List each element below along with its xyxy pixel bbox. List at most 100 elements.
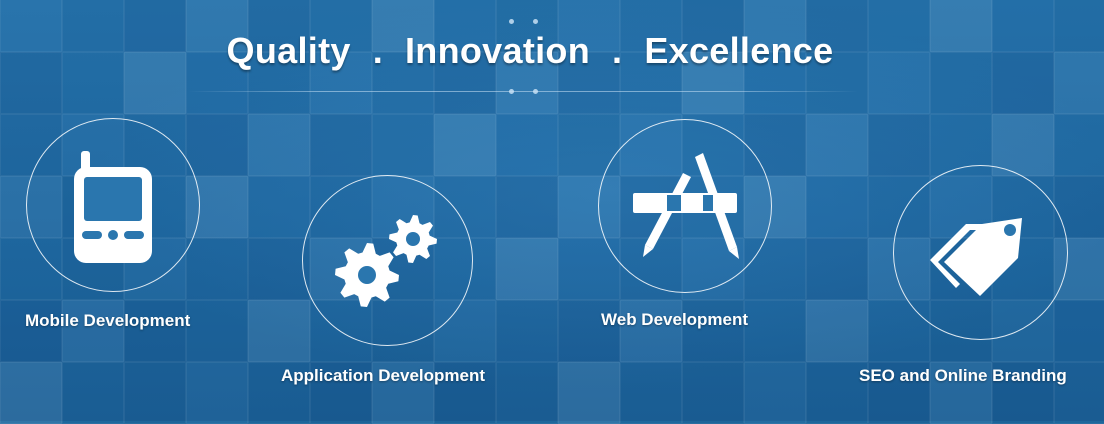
background-tile	[496, 52, 558, 114]
gear-hole	[357, 265, 376, 284]
background-tile	[496, 114, 558, 176]
background-tile	[620, 0, 682, 52]
background-tile	[0, 362, 62, 424]
headline: Quality. Innovation. Excellence	[0, 30, 1060, 72]
background-tile	[806, 238, 868, 300]
background-tile	[744, 114, 806, 176]
background-tile	[248, 0, 310, 52]
headline-separator: .	[372, 30, 383, 71]
background-tile	[186, 362, 248, 424]
service-label[interactable]: Web Development	[601, 310, 749, 329]
background-tile	[496, 300, 558, 362]
background-tile	[558, 238, 620, 300]
background-tile	[806, 52, 868, 114]
headline-word-excellence: Excellence	[644, 30, 834, 71]
background-tile	[558, 0, 620, 52]
background-tile	[868, 114, 930, 176]
background-tile	[186, 300, 248, 362]
background-tile	[992, 114, 1054, 176]
background-tile	[310, 52, 372, 114]
headline-divider	[188, 91, 858, 92]
background-tile	[0, 300, 62, 362]
background-tile	[620, 300, 682, 362]
background-tile	[744, 362, 806, 424]
background-tile	[1054, 114, 1104, 176]
background-tile	[620, 52, 682, 114]
background-tile	[186, 114, 248, 176]
service-circle[interactable]	[893, 165, 1068, 340]
background-tile	[682, 52, 744, 114]
headline-word-quality: Quality	[226, 30, 351, 71]
service-label[interactable]: Application Development	[281, 366, 486, 385]
service-label[interactable]: Mobile Development	[25, 311, 191, 330]
background-tile	[248, 238, 310, 300]
background-tile	[744, 0, 806, 52]
background-tile	[930, 362, 992, 424]
gear-hole	[405, 231, 420, 246]
background-tile	[992, 362, 1054, 424]
background-tile	[372, 52, 434, 114]
background-tile	[310, 114, 372, 176]
background-tile	[868, 0, 930, 52]
background-tile	[372, 114, 434, 176]
background-tile	[806, 0, 868, 52]
background-tile	[248, 300, 310, 362]
background-tile	[806, 114, 868, 176]
background-tile	[558, 300, 620, 362]
background-tile	[124, 52, 186, 114]
ornament-top	[507, 19, 541, 25]
background-tile	[248, 114, 310, 176]
background-tile	[372, 0, 434, 52]
background-tile	[248, 52, 310, 114]
background-tile	[930, 52, 992, 114]
background-tile	[496, 176, 558, 238]
background-tile	[186, 238, 248, 300]
background-tile	[868, 52, 930, 114]
ornament-bottom	[507, 89, 541, 95]
background-tile	[434, 114, 496, 176]
background-tile	[682, 300, 744, 362]
app-store-icon	[633, 153, 739, 259]
background-tile	[992, 0, 1054, 52]
service-label[interactable]: SEO and Online Branding	[859, 366, 1067, 385]
background-tile	[124, 0, 186, 52]
background-tile	[310, 362, 372, 424]
background-tile	[930, 0, 992, 52]
background-tile	[0, 0, 62, 52]
background-tile	[248, 176, 310, 238]
background-tile	[248, 362, 310, 424]
background-tile	[62, 0, 124, 52]
service-circle[interactable]	[26, 118, 200, 292]
background-tile	[806, 176, 868, 238]
background-tile	[62, 362, 124, 424]
background-tile	[496, 0, 558, 52]
background-tile	[620, 362, 682, 424]
background-tile	[372, 362, 434, 424]
background-tile	[434, 0, 496, 52]
background-tile	[0, 52, 62, 114]
tags-icon	[929, 217, 1022, 296]
background-tile	[682, 362, 744, 424]
background-tile	[806, 300, 868, 362]
background-tile	[62, 300, 124, 362]
background-tile	[744, 300, 806, 362]
background-tile	[992, 52, 1054, 114]
background-tile	[682, 0, 744, 52]
background-tile	[310, 0, 372, 52]
background-tile	[558, 362, 620, 424]
headline-separator: .	[612, 30, 623, 71]
background-tile	[1054, 0, 1104, 52]
background-tile	[186, 52, 248, 114]
background-tile	[496, 362, 558, 424]
mobile-phone-icon	[74, 151, 152, 263]
headline-word-innovation: Innovation	[405, 30, 590, 71]
background-tile	[434, 362, 496, 424]
gears-icon	[334, 214, 437, 307]
background-tile	[1054, 52, 1104, 114]
background-tile	[186, 0, 248, 52]
service-circle[interactable]	[598, 119, 772, 293]
background-tile	[744, 52, 806, 114]
background-tile	[62, 52, 124, 114]
service-circle[interactable]	[302, 175, 473, 346]
background-tile	[1054, 300, 1104, 362]
